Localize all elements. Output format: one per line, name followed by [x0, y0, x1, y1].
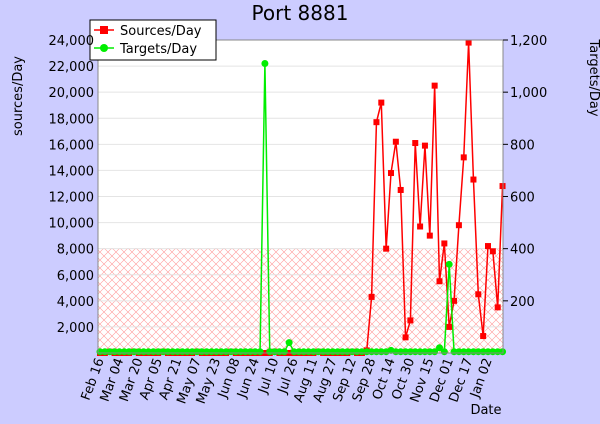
legend-label: Targets/Day [119, 42, 197, 57]
data-point [485, 243, 491, 250]
data-point [465, 39, 472, 46]
y-tick-label: 8,000 [57, 243, 94, 258]
data-point [421, 142, 428, 149]
data-point [285, 339, 293, 347]
data-point [426, 232, 433, 239]
data-point [480, 333, 487, 340]
data-point [440, 348, 448, 356]
data-point [383, 245, 390, 252]
chart-title: Port 8881 [252, 1, 349, 25]
data-point [407, 317, 414, 324]
legend: Sources/Day Targets/Day [89, 19, 217, 61]
y-tick-label: 14,000 [49, 164, 95, 179]
y2-tick-label: 600 [510, 191, 535, 206]
y2-tick-label: 1,000 [510, 86, 547, 101]
data-point [261, 59, 269, 67]
data-point [436, 278, 443, 285]
y2-tick-label: 400 [510, 243, 535, 258]
legend-marker [100, 26, 108, 34]
data-point [392, 138, 399, 145]
y-tick-label: 22,000 [49, 60, 95, 75]
y-tick-label: 18,000 [49, 112, 95, 127]
y-tick-label: 16,000 [49, 138, 95, 153]
data-point [417, 223, 424, 230]
data-point [373, 119, 380, 126]
y-tick-label: 20,000 [49, 86, 95, 101]
y2-tick-label: 200 [510, 295, 535, 310]
legend-marker [100, 44, 108, 52]
data-point [368, 293, 375, 300]
data-point [445, 260, 453, 268]
y2-tick-label: 800 [510, 138, 535, 153]
legend-box [89, 19, 217, 61]
data-point [412, 140, 419, 147]
data-point [378, 99, 385, 106]
data-point [451, 297, 458, 304]
y-axis-label: sources/Day [11, 56, 26, 136]
y-tick-label: 24,000 [49, 34, 95, 49]
data-point [388, 170, 394, 177]
data-point [446, 323, 453, 330]
y-tick-label: 10,000 [49, 217, 95, 232]
data-point [441, 240, 448, 247]
data-point [280, 348, 288, 356]
data-point [397, 186, 404, 193]
data-point [489, 248, 496, 255]
y-tick-label: 6,000 [57, 269, 94, 284]
y2-tick-label: 1,200 [510, 34, 547, 49]
data-point [455, 222, 462, 229]
data-point [460, 154, 467, 161]
y2-axis-label: Targets/Day [586, 38, 600, 116]
data-point [431, 82, 438, 89]
x-axis-label: Date [470, 403, 501, 418]
data-point [475, 291, 482, 298]
y-tick-label: 2,000 [57, 321, 94, 336]
data-point [470, 176, 477, 183]
data-point [436, 344, 443, 352]
data-point [256, 348, 264, 356]
y-tick-label: 4,000 [57, 295, 94, 310]
data-point [402, 334, 409, 341]
legend-label: Sources/Day [120, 24, 202, 39]
y-tick-label: 12,000 [49, 191, 95, 206]
data-point [494, 304, 501, 311]
